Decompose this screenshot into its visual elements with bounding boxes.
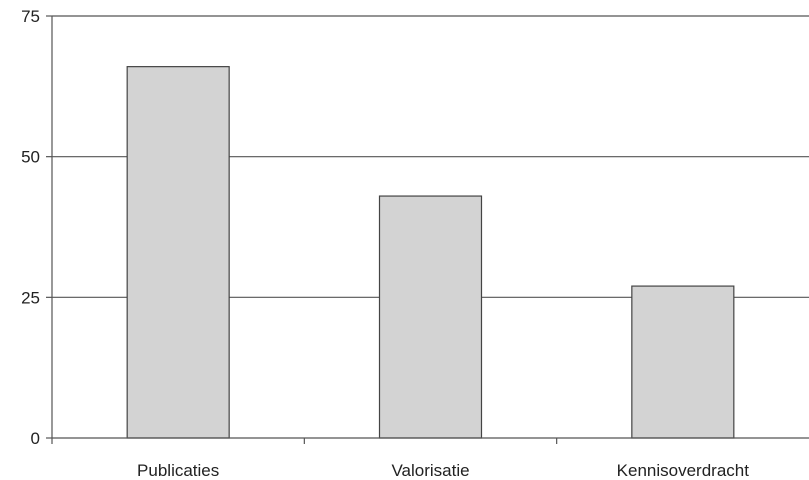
- y-tick-label-50: 50: [21, 148, 40, 167]
- bar-kennisoverdracht: [631, 285, 735, 439]
- bar-publicaties: [126, 66, 230, 439]
- axes: [46, 15, 809, 444]
- x-tick-label-kennisoverdracht: Kennisoverdracht: [617, 461, 750, 480]
- bars: [126, 66, 735, 439]
- bar-valorisatie: [378, 195, 483, 439]
- y-tick-labels: 0 25 50 75: [21, 7, 40, 448]
- y-tick-label-25: 25: [21, 288, 40, 307]
- x-tick-labels: Publicaties Valorisatie Kennisoverdracht: [137, 461, 749, 480]
- x-tick-label-publicaties: Publicaties: [137, 461, 219, 480]
- y-tick-label-0: 0: [31, 429, 40, 448]
- x-tick-label-valorisatie: Valorisatie: [391, 461, 469, 480]
- y-tick-label-75: 75: [21, 7, 40, 26]
